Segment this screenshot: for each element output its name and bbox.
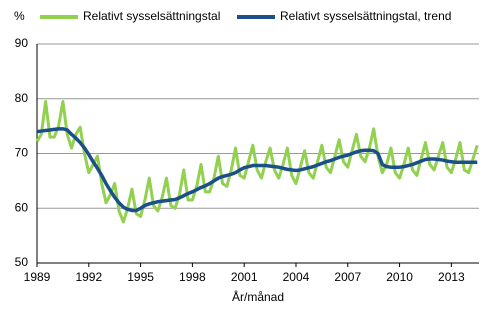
x-tick-label: 2013 <box>438 270 465 284</box>
y-tick-label: 70 <box>15 146 29 160</box>
x-tick-label: 1995 <box>127 270 154 284</box>
x-tick-label: 1992 <box>75 270 102 284</box>
x-axis-label: År/månad <box>232 289 284 304</box>
data-line <box>36 127 478 213</box>
x-tick-label: 1998 <box>179 270 206 284</box>
x-tick-label: 1989 <box>24 270 51 284</box>
x-tick-label: 2007 <box>334 270 361 284</box>
legend-label: Relativt sysselsättningstal, trend <box>280 9 451 23</box>
x-tick-label: 2004 <box>283 270 310 284</box>
legend-label: Relativt sysselsättningstal <box>83 9 220 23</box>
y-tick-label: 80 <box>15 91 29 105</box>
x-tick-label: 2010 <box>386 270 413 284</box>
y-tick-label: 50 <box>15 255 29 269</box>
y-tick-label: 90 <box>15 36 29 50</box>
y-tick-label: 60 <box>15 200 29 214</box>
x-tick-label: 2001 <box>231 270 258 284</box>
y-axis-label: % <box>14 9 25 23</box>
data-line <box>35 99 479 224</box>
